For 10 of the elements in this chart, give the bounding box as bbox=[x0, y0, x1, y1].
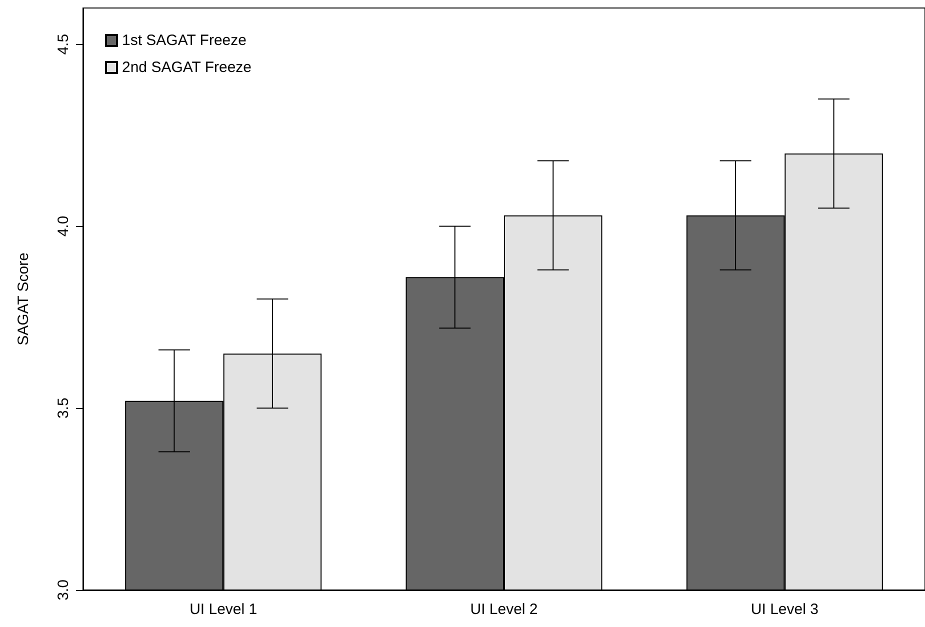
legend-label: 2nd SAGAT Freeze bbox=[122, 59, 252, 76]
y-tick-label: 4.5 bbox=[55, 34, 72, 55]
x-tick-label: UI Level 1 bbox=[190, 601, 258, 618]
y-tick-label: 3.5 bbox=[55, 398, 72, 419]
legend-label: 1st SAGAT Freeze bbox=[122, 32, 246, 49]
y-tick-label: 3.0 bbox=[55, 580, 72, 600]
y-tick-label: 4.0 bbox=[55, 216, 72, 237]
x-tick-label: UI Level 3 bbox=[750, 601, 818, 618]
y-axis-title: SAGAT Score bbox=[15, 252, 32, 346]
x-tick-label: UI Level 2 bbox=[470, 601, 538, 618]
